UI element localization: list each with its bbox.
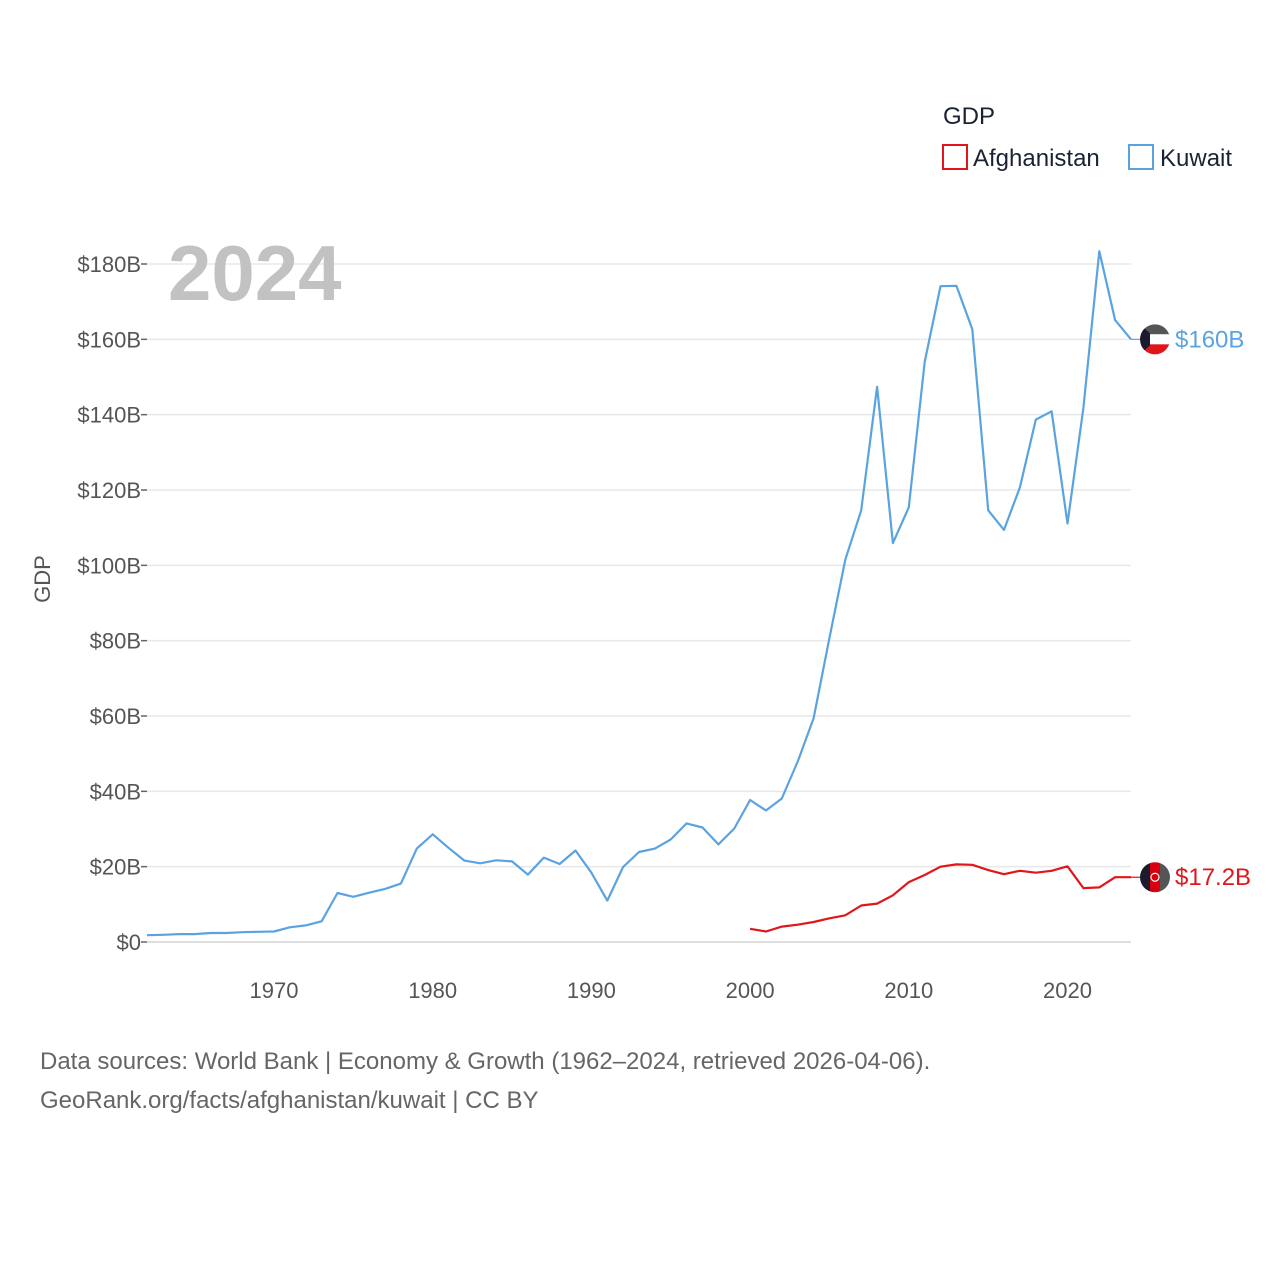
source-line-2[interactable]: GeoRank.org/facts/afghanistan/kuwait | C… [40,1087,538,1114]
y-tick-label: $140B [77,403,141,428]
legend-swatch-kuwait [1128,144,1154,170]
series-lines [146,250,1132,937]
end-label-kuwait: $160B [1175,326,1244,353]
x-tick-label: 2020 [1043,978,1092,1003]
y-tick-label: $180B [77,252,141,277]
series-afghanistan[interactable] [749,863,1132,933]
legend-item-afghanistan[interactable]: Afghanistan [942,144,1100,172]
y-tick-label: $120B [77,478,141,503]
y-tick-label: $160B [77,327,141,352]
gridlines [147,263,1131,943]
legend-swatch-afghanistan [942,144,968,170]
x-axis-ticks: 1970 1980 1990 2000 2010 2020 [249,978,1092,1003]
flag-kuwait-icon [1140,324,1170,355]
end-label-afghanistan: $17.2B [1175,864,1251,891]
legend: GDP Afghanistan Kuwait [942,103,1232,172]
legend-item-kuwait[interactable]: Kuwait [1128,144,1232,172]
y-tick-label: $20B [90,855,141,880]
y-tick-label: $100B [77,553,141,578]
legend-label-afghanistan: Afghanistan [973,145,1100,172]
x-tick-label: 1980 [408,978,457,1003]
source-line-1: Data sources: World Bank | Economy & Gro… [40,1048,930,1075]
y-tick-label: $80B [90,629,141,654]
x-tick-label: 1990 [567,978,616,1003]
flag-afghanistan-icon [1140,862,1170,893]
legend-title: GDP [943,103,995,130]
year-label: 2024 [168,229,342,317]
series-line-afghanistan [749,863,1131,933]
x-tick-label: 2010 [884,978,933,1003]
y-tick-label: $0 [117,930,141,955]
y-axis-ticks: $0 $20B $40B $60B $80B $100B $120B $140B $160B $1… [77,252,147,955]
end-labels: $17.2B $160B [1131,324,1251,893]
series-kuwait[interactable] [146,250,1132,937]
x-tick-label: 2000 [726,978,775,1003]
y-axis-title: GDP [30,555,55,603]
y-tick-label: $60B [90,704,141,729]
y-tick-label: $40B [90,779,141,804]
series-line-kuwait [146,250,1132,937]
x-tick-label: 1970 [249,978,298,1003]
legend-label-kuwait: Kuwait [1160,145,1232,172]
